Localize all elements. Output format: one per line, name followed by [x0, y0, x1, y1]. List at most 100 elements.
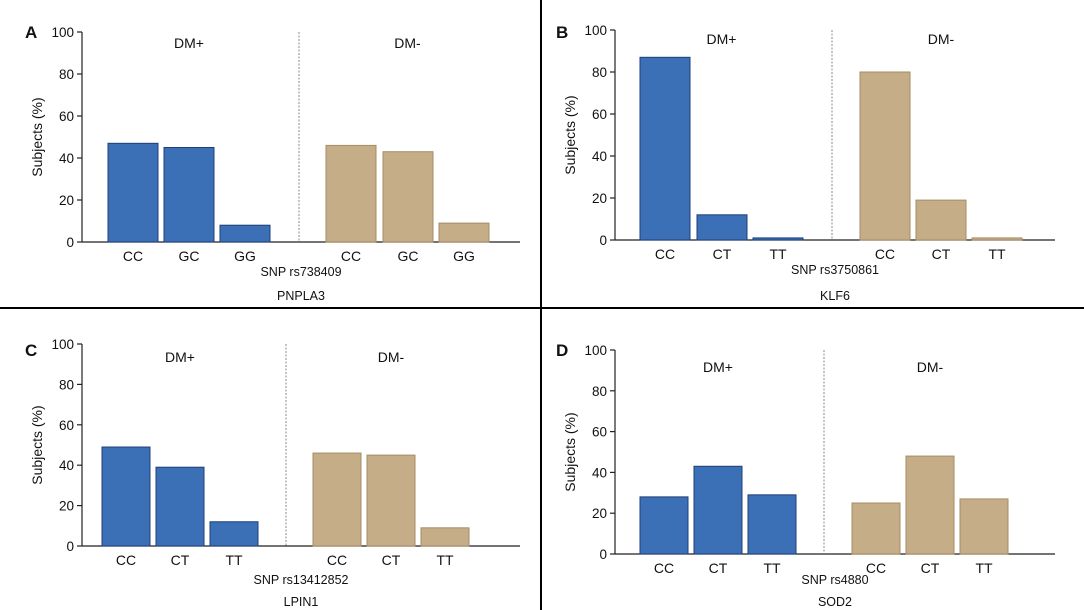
y-tick-label: 20 — [59, 499, 74, 514]
x-category-label: CT — [709, 560, 728, 576]
x-category-label: TT — [763, 560, 781, 576]
y-tick-label: 60 — [592, 107, 607, 122]
y-tick-label: 40 — [59, 458, 74, 473]
x-category-label: GC — [398, 248, 419, 264]
group-label-dm-plus: DM+ — [707, 31, 737, 47]
group-label-dm-minus: DM- — [917, 359, 944, 375]
bar-dmminus-cc — [859, 71, 911, 241]
bar-dmminus-ct — [905, 455, 955, 555]
x-category-label: CC — [654, 560, 674, 576]
x-category-label: CT — [171, 552, 190, 568]
x-category-label: TT — [225, 552, 243, 568]
y-tick-label: 20 — [59, 193, 74, 208]
y-axis-label: Subjects (%) — [562, 95, 578, 174]
x-category-label: CT — [713, 246, 732, 262]
x-category-label: TT — [975, 560, 993, 576]
y-tick-label: 40 — [592, 465, 607, 480]
group-label-dm-minus: DM- — [928, 31, 955, 47]
bar-dmminus-cc — [325, 144, 377, 243]
bar-dmminus-cc — [312, 452, 362, 547]
y-tick-label: 100 — [51, 25, 74, 40]
panel-a: A 0 20 40 60 80 100 Subjects (%) CC GC GG DM+ CC GC GG… — [25, 23, 520, 303]
panel-b: B 0 20 40 60 80 100 Subjects (%) CC CT TT DM+ CC CT TT… — [556, 23, 1055, 303]
bar-dmplus-tt — [747, 494, 797, 555]
bar-dmplus-cc — [639, 56, 691, 241]
group-label-dm-plus: DM+ — [174, 35, 204, 51]
y-axis-label: Subjects (%) — [29, 405, 45, 484]
bar-dmminus-cc — [851, 502, 901, 555]
y-tick-label: 0 — [599, 233, 607, 248]
panel-letter: C — [25, 341, 37, 360]
x-category-label: TT — [988, 246, 1006, 262]
bar-dmminus-tt — [971, 237, 1023, 241]
x-category-label: GG — [453, 248, 475, 264]
panel-letter: D — [556, 341, 568, 360]
bar-dmminus-gc — [382, 151, 434, 243]
bar-dmplus-tt — [752, 237, 804, 241]
gene-label: SOD2 — [818, 595, 852, 609]
gene-label: PNPLA3 — [277, 289, 325, 303]
y-axis-label: Subjects (%) — [29, 97, 45, 176]
y-tick-label: 20 — [592, 191, 607, 206]
bar-dmplus-cc — [107, 142, 159, 243]
x-category-label: TT — [436, 552, 454, 568]
x-category-label: GC — [179, 248, 200, 264]
panel-letter: A — [25, 23, 37, 42]
bar-dmplus-cc — [101, 446, 151, 547]
group-label-dm-plus: DM+ — [165, 349, 195, 365]
x-category-label: CC — [327, 552, 347, 568]
x-category-label: CC — [116, 552, 136, 568]
panel-c: C 0 20 40 60 80 100 Subjects (%) CC CT TT DM+ CC CT TT… — [25, 337, 520, 609]
x-category-label: CC — [655, 246, 675, 262]
y-tick-label: 60 — [59, 109, 74, 124]
y-tick-label: 0 — [66, 539, 74, 554]
y-tick-label: 100 — [51, 337, 74, 352]
x-category-label: GG — [234, 248, 256, 264]
bar-dmminus-ct — [915, 199, 967, 241]
y-tick-label: 80 — [59, 67, 74, 82]
x-category-label: TT — [769, 246, 787, 262]
y-tick-label: 60 — [59, 418, 74, 433]
y-tick-label: 80 — [592, 384, 607, 399]
bar-dmplus-cc — [639, 496, 689, 555]
y-tick-label: 80 — [592, 65, 607, 80]
bar-dmplus-tt — [209, 521, 259, 547]
bar-dmplus-ct — [696, 214, 748, 241]
snp-label: SNP rs738409 — [260, 265, 341, 279]
y-tick-label: 100 — [584, 343, 607, 358]
bar-dmminus-tt — [420, 527, 470, 547]
x-category-label: CT — [921, 560, 940, 576]
y-tick-label: 80 — [59, 377, 74, 392]
gene-label: LPIN1 — [284, 595, 319, 609]
group-label-dm-plus: DM+ — [703, 359, 733, 375]
panel-d: D 0 20 40 60 80 100 Subjects (%) CC CT TT DM+ CC CT TT… — [556, 341, 1055, 609]
bar-dmplus-gc — [163, 147, 215, 243]
x-category-label: CT — [932, 246, 951, 262]
group-label-dm-minus: DM- — [378, 349, 405, 365]
x-category-label: CC — [866, 560, 886, 576]
y-tick-label: 0 — [66, 235, 74, 250]
panel-letter: B — [556, 23, 568, 42]
bar-dmminus-ct — [366, 454, 416, 547]
x-category-label: CT — [382, 552, 401, 568]
y-tick-label: 100 — [584, 23, 607, 38]
bar-dmminus-tt — [959, 498, 1009, 555]
snp-label: SNP rs3750861 — [791, 263, 879, 277]
x-category-label: CC — [875, 246, 895, 262]
x-category-label: CC — [123, 248, 143, 264]
snp-label: SNP rs13412852 — [254, 573, 349, 587]
gene-label: KLF6 — [820, 289, 850, 303]
y-axis-label: Subjects (%) — [562, 412, 578, 491]
bar-dmminus-gg — [438, 222, 490, 243]
bar-dmplus-ct — [155, 466, 205, 547]
group-label-dm-minus: DM- — [394, 35, 421, 51]
y-tick-label: 40 — [592, 149, 607, 164]
y-tick-label: 20 — [592, 506, 607, 521]
y-tick-label: 60 — [592, 425, 607, 440]
y-tick-label: 40 — [59, 151, 74, 166]
bar-dmplus-gg — [219, 224, 271, 243]
snp-label: SNP rs4880 — [801, 573, 868, 587]
bar-dmplus-ct — [693, 465, 743, 555]
y-tick-label: 0 — [599, 547, 607, 562]
